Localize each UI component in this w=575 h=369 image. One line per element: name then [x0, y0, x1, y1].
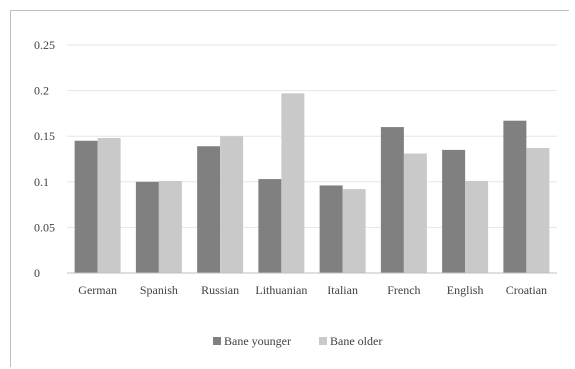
chart-frame — [10, 10, 569, 367]
bar-bane-older — [342, 189, 366, 273]
bar-bane-younger — [503, 120, 527, 273]
y-tick-label: 0.1 — [34, 175, 49, 189]
y-tick-label: 0 — [34, 266, 40, 280]
bar-bane-younger — [135, 181, 159, 273]
legend-swatch — [213, 337, 221, 345]
x-axis-ticks: German Spanish Russian Lithuanian Italian Fre… — [78, 283, 547, 297]
bar-bane-older — [526, 148, 550, 273]
x-tick-label: French — [387, 283, 420, 297]
bars — [74, 93, 550, 273]
x-tick-label: German — [78, 283, 117, 297]
legend-swatch — [319, 337, 327, 345]
x-tick-label: Lithuanian — [255, 283, 307, 297]
bar-bane-older — [465, 180, 489, 273]
legend-label: Bane older — [330, 334, 382, 348]
bar-bane-older — [281, 93, 305, 273]
y-axis-ticks: 0 0.05 0.1 0.15 0.2 0.25 — [34, 38, 55, 280]
y-tick-label: 0.2 — [34, 84, 49, 98]
y-tick-label: 0.05 — [34, 220, 55, 234]
bar-bane-older — [403, 153, 427, 273]
x-tick-label: Spanish — [140, 283, 178, 297]
legend-label: Bane younger — [224, 334, 291, 348]
legend: Bane younger Bane older — [213, 334, 382, 348]
y-tick-label: 0.25 — [34, 38, 55, 52]
x-tick-label: Croatian — [506, 283, 547, 297]
bar-bane-younger — [74, 140, 98, 273]
bar-bane-younger — [319, 185, 343, 273]
bar-bane-younger — [258, 179, 282, 273]
x-tick-label: English — [447, 283, 484, 297]
bar-bane-younger — [442, 149, 466, 273]
bar-bane-older — [158, 180, 182, 273]
y-tick-label: 0.15 — [34, 129, 55, 143]
bar-bane-older — [97, 138, 121, 273]
bar-bane-younger — [380, 127, 404, 273]
x-tick-label: Italian — [327, 283, 358, 297]
bar-bane-younger — [197, 146, 221, 273]
x-tick-label: Russian — [201, 283, 239, 297]
bar-bane-older — [220, 136, 244, 273]
